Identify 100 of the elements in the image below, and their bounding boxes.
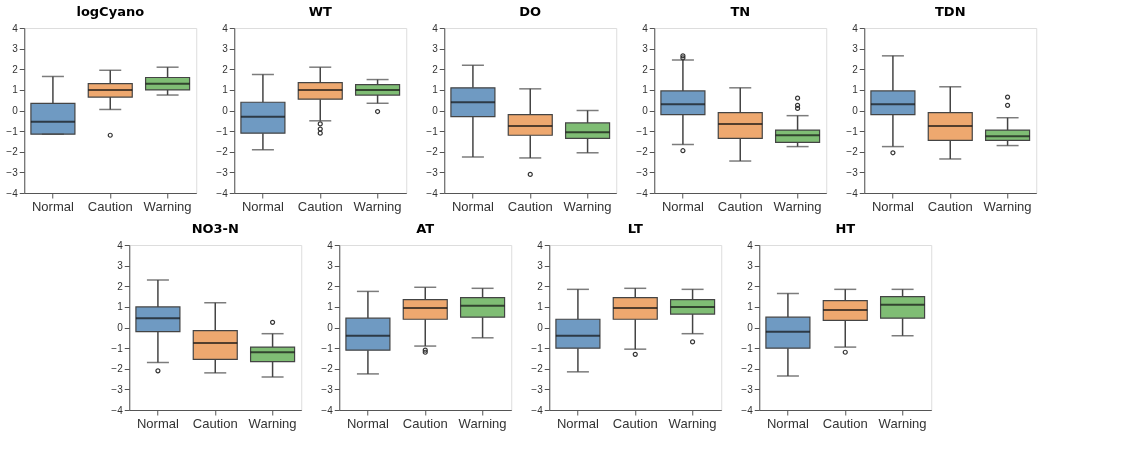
y-tick-label: 4 xyxy=(537,239,544,251)
y-tick-label: −2 xyxy=(531,363,544,375)
x-tick-label: Warning xyxy=(458,415,507,431)
y-tick-label: −4 xyxy=(216,187,229,199)
y-tick-label: −4 xyxy=(6,187,19,199)
y-tick-label: 1 xyxy=(852,84,859,96)
y-tick-label: −4 xyxy=(846,187,859,199)
y-tick-label: 1 xyxy=(12,84,19,96)
y-tick-label: −1 xyxy=(741,342,754,354)
chart-title: NO3-N xyxy=(191,221,239,236)
x-tick-label: Caution xyxy=(822,415,868,431)
y-tick-label: 2 xyxy=(852,63,859,75)
x-tick-label: Caution xyxy=(192,415,238,431)
y-tick-label: 2 xyxy=(537,280,544,292)
x-tick-label: Warning xyxy=(143,198,192,214)
y-tick-label: −4 xyxy=(741,404,754,416)
y-tick-label: 1 xyxy=(117,301,124,313)
y-tick-label: −2 xyxy=(216,146,229,158)
y-tick-label: −2 xyxy=(741,363,754,375)
x-tick-label: Normal xyxy=(766,415,809,431)
x-tick-label: Caution xyxy=(507,198,553,214)
x-tick-label: Caution xyxy=(297,198,343,214)
y-tick-label: 1 xyxy=(642,84,649,96)
x-tick-label: Warning xyxy=(248,415,297,431)
y-tick-label: −3 xyxy=(846,166,859,178)
chart-title: AT xyxy=(416,221,435,236)
y-tick-label: −2 xyxy=(6,146,19,158)
x-tick-label: Caution xyxy=(87,198,133,214)
y-tick-label: 4 xyxy=(327,239,334,251)
y-tick-label: −3 xyxy=(111,383,124,395)
x-tick-label: Normal xyxy=(451,198,494,214)
y-tick-label: −2 xyxy=(111,363,124,375)
x-tick-label: Warning xyxy=(563,198,612,214)
chart-title: logCyano xyxy=(76,4,145,19)
y-tick-label: 2 xyxy=(327,280,334,292)
y-tick-label: 4 xyxy=(642,22,649,34)
y-tick-label: −3 xyxy=(321,383,334,395)
y-tick-label: 0 xyxy=(117,322,124,333)
y-tick-label: 3 xyxy=(327,260,334,272)
x-tick-label: Caution xyxy=(717,198,763,214)
y-tick-label: −4 xyxy=(426,187,439,199)
y-tick-label: −3 xyxy=(6,166,19,178)
y-tick-label: −3 xyxy=(216,166,229,178)
y-tick-label: 4 xyxy=(117,239,124,251)
y-tick-label: −1 xyxy=(636,125,649,137)
y-tick-label: 2 xyxy=(117,280,124,292)
x-tick-label: Warning xyxy=(668,415,717,431)
x-tick-label: Caution xyxy=(402,415,448,431)
y-tick-label: −2 xyxy=(636,146,649,158)
y-tick-label: 2 xyxy=(222,63,229,75)
y-tick-label: −1 xyxy=(531,342,544,354)
y-tick-label: −1 xyxy=(216,125,229,137)
x-tick-label: Normal xyxy=(136,415,179,431)
y-tick-label: 3 xyxy=(852,43,859,55)
y-tick-label: 2 xyxy=(747,280,754,292)
y-tick-label: 1 xyxy=(747,301,754,313)
y-tick-label: −3 xyxy=(531,383,544,395)
x-tick-label: Normal xyxy=(31,198,74,214)
y-tick-label: 0 xyxy=(327,322,334,333)
y-tick-label: 0 xyxy=(222,105,229,116)
y-tick-label: −2 xyxy=(321,363,334,375)
y-tick-label: −2 xyxy=(846,146,859,158)
y-tick-label: −2 xyxy=(426,146,439,158)
y-tick-label: −1 xyxy=(426,125,439,137)
chart-title: WT xyxy=(308,4,332,19)
y-tick-label: 0 xyxy=(852,105,859,116)
x-tick-label: Normal xyxy=(346,415,389,431)
x-tick-label: Caution xyxy=(612,415,658,431)
x-tick-label: Warning xyxy=(878,415,927,431)
chart-title: LT xyxy=(627,221,643,236)
y-tick-label: −1 xyxy=(111,342,124,354)
y-tick-label: 3 xyxy=(432,43,439,55)
y-tick-label: 2 xyxy=(642,63,649,75)
y-tick-label: 1 xyxy=(327,301,334,313)
y-tick-label: −3 xyxy=(741,383,754,395)
x-tick-label: Warning xyxy=(773,198,822,214)
y-tick-label: 0 xyxy=(642,105,649,116)
y-tick-label: 4 xyxy=(747,239,754,251)
y-tick-label: 0 xyxy=(12,105,19,116)
y-tick-label: −3 xyxy=(636,166,649,178)
y-tick-label: 0 xyxy=(432,105,439,116)
y-tick-label: 4 xyxy=(432,22,439,34)
x-tick-label: Normal xyxy=(661,198,704,214)
y-tick-label: −4 xyxy=(321,404,334,416)
y-tick-label: 3 xyxy=(222,43,229,55)
chart-title: HT xyxy=(835,221,856,236)
y-tick-label: 4 xyxy=(852,22,859,34)
x-tick-label: Caution xyxy=(927,198,973,214)
x-tick-label: Warning xyxy=(983,198,1032,214)
y-tick-label: −4 xyxy=(111,404,124,416)
y-tick-label: −4 xyxy=(531,404,544,416)
y-tick-label: 4 xyxy=(222,22,229,34)
y-tick-label: −4 xyxy=(636,187,649,199)
chart-title: TDN xyxy=(934,4,966,19)
y-tick-label: 3 xyxy=(12,43,19,55)
x-tick-label: Normal xyxy=(871,198,914,214)
chart-title: DO xyxy=(519,4,542,19)
x-tick-label: Warning xyxy=(353,198,402,214)
y-tick-label: 2 xyxy=(12,63,19,75)
y-tick-label: 2 xyxy=(432,63,439,75)
